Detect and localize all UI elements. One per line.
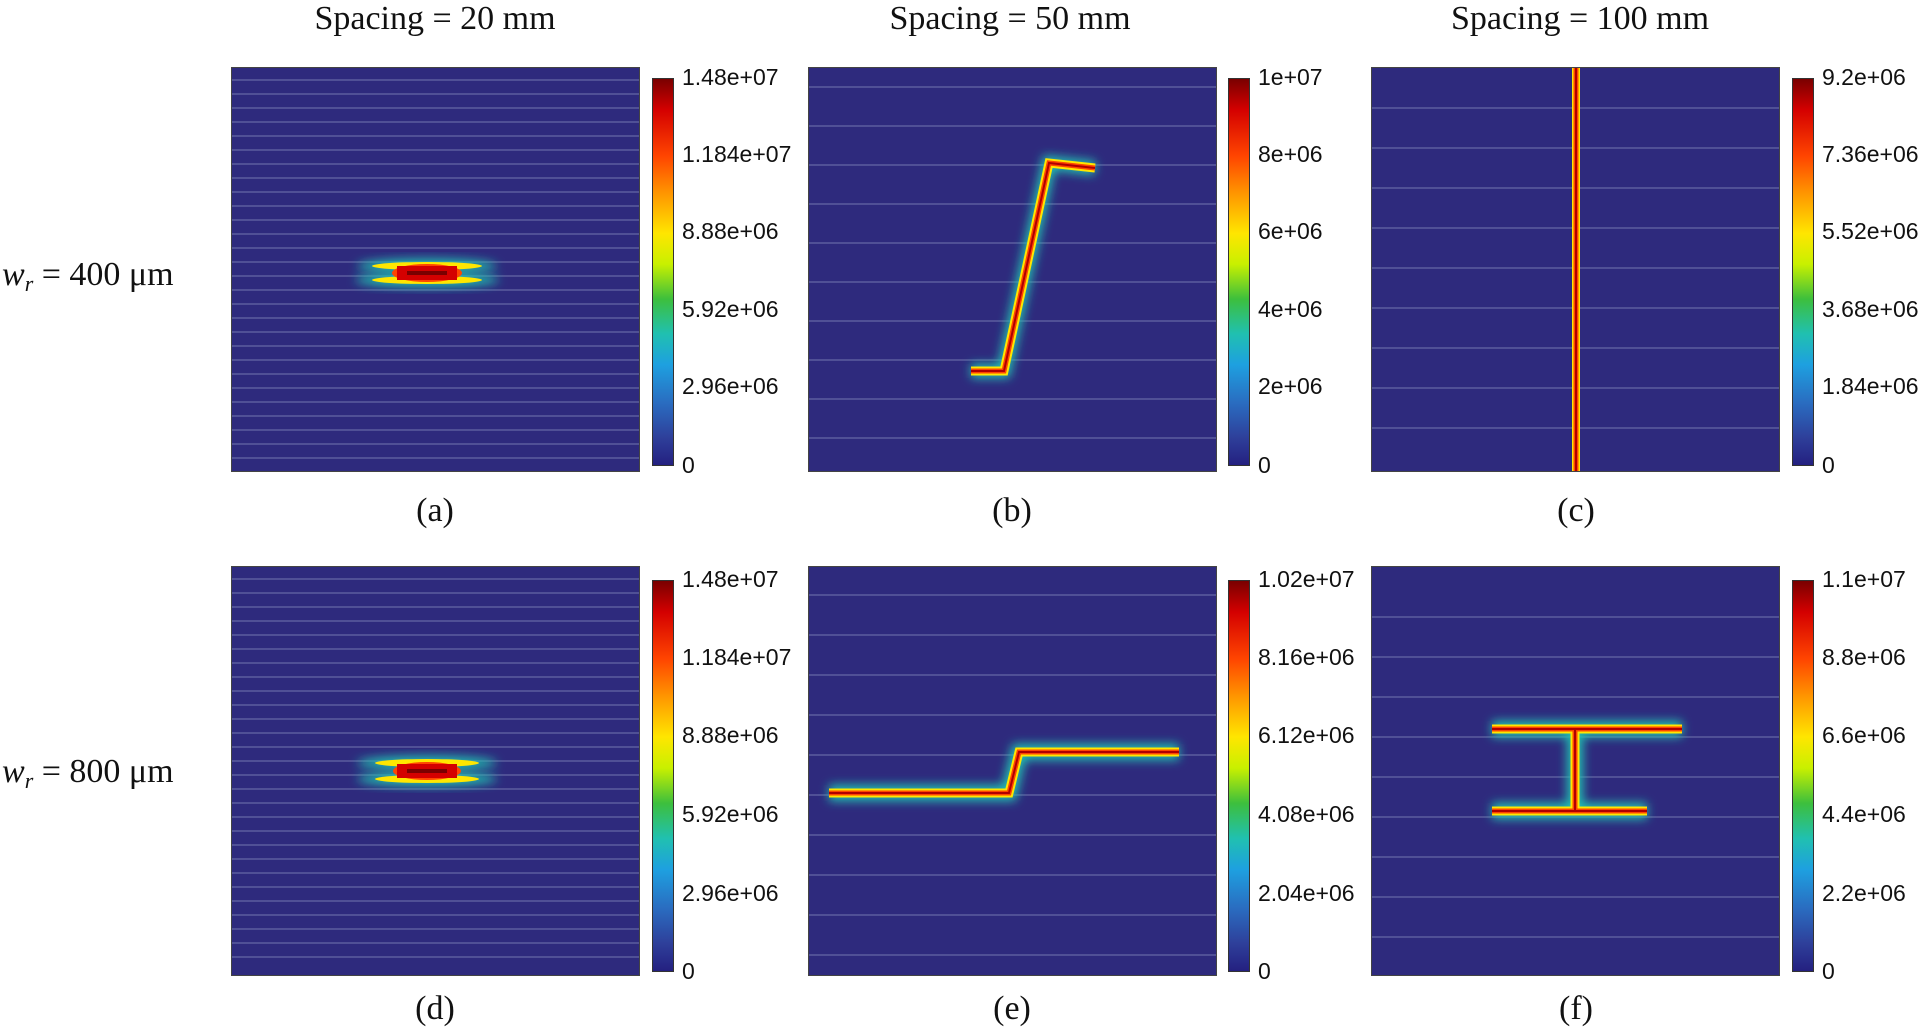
panel-b-caption: (b) — [992, 492, 1032, 529]
panel-e-field — [808, 566, 1217, 976]
panel-a-field — [231, 67, 640, 472]
panel-c-colorbar — [1792, 78, 1814, 466]
panel-f-tick: 4.4e+06 — [1822, 801, 1906, 827]
panel-d-tick: 2.96e+06 — [682, 880, 779, 906]
column-title-spacing-20: Spacing = 20 mm — [314, 0, 556, 37]
panel-c-tick: 5.52e+06 — [1822, 218, 1919, 244]
panel-c-tick: 9.2e+06 — [1822, 64, 1906, 90]
panel-a-colorbar — [652, 78, 674, 466]
panel-a-tick: 2.96e+06 — [682, 373, 779, 399]
panel-b-tick: 8e+06 — [1258, 141, 1323, 167]
panel-e-tick: 2.04e+06 — [1258, 880, 1355, 906]
panel-d-caption: (d) — [415, 990, 455, 1027]
panel-d-tick: 5.92e+06 — [682, 801, 779, 827]
panel-e-tick: 4.08e+06 — [1258, 801, 1355, 827]
panel-a-tick: 8.88e+06 — [682, 218, 779, 244]
row-label-value: = 400 μm — [41, 256, 174, 293]
panel-c-tick: 1.84e+06 — [1822, 373, 1919, 399]
panel-c-field — [1371, 67, 1780, 472]
panel-d-tick: 1.48e+07 — [682, 566, 779, 592]
row-label-symbol: w — [2, 256, 25, 293]
panel-c-tick: 3.68e+06 — [1822, 296, 1919, 322]
panel-e-tick: 0 — [1258, 958, 1271, 984]
panel-a-tick: 5.92e+06 — [682, 296, 779, 322]
panel-a-tick: 1.48e+07 — [682, 64, 779, 90]
panel-b-tick: 4e+06 — [1258, 296, 1323, 322]
panel-c-tick: 7.36e+06 — [1822, 141, 1919, 167]
panel-d-field — [231, 566, 640, 976]
panel-b-tick: 0 — [1258, 452, 1271, 478]
panel-e-tick: 6.12e+06 — [1258, 722, 1355, 748]
panel-d-tick: 1.184e+07 — [682, 644, 792, 670]
panel-e-tick: 8.16e+06 — [1258, 644, 1355, 670]
panel-f-caption: (f) — [1559, 990, 1593, 1027]
panel-b-colorbar — [1228, 78, 1250, 466]
row-label-400um: wr = 400 μm — [2, 256, 174, 297]
panel-a-tick: 1.184e+07 — [682, 141, 792, 167]
panel-f-crack — [1492, 721, 1682, 819]
panel-f-tick: 1.1e+07 — [1822, 566, 1906, 592]
panel-a-caption: (a) — [416, 492, 454, 529]
panel-f-tick: 8.8e+06 — [1822, 644, 1906, 670]
panel-f-tick: 0 — [1822, 958, 1835, 984]
panel-f-field — [1371, 566, 1780, 976]
row-label-symbol: w — [2, 753, 25, 790]
panel-c-tick: 0 — [1822, 452, 1835, 478]
panel-d-crack — [357, 756, 497, 786]
panel-f-tick: 2.2e+06 — [1822, 880, 1906, 906]
panel-d-tick: 8.88e+06 — [682, 722, 779, 748]
panel-e-tick: 1.02e+07 — [1258, 566, 1355, 592]
panel-e-colorbar — [1228, 580, 1250, 972]
panel-a-crack — [355, 259, 499, 287]
panel-e-crack — [829, 744, 1179, 801]
panel-b-tick: 2e+06 — [1258, 373, 1323, 399]
row-label-800um: wr = 800 μm — [2, 753, 174, 794]
row-label-subscript: r — [24, 271, 34, 296]
panel-b-tick: 6e+06 — [1258, 218, 1323, 244]
panel-e-caption: (e) — [993, 990, 1031, 1027]
panel-d-tick: 0 — [682, 958, 695, 984]
column-title-spacing-50: Spacing = 50 mm — [889, 0, 1131, 37]
column-title-spacing-100: Spacing = 100 mm — [1450, 0, 1710, 37]
panel-a-tick: 0 — [682, 452, 695, 478]
panel-b-crack — [971, 155, 1096, 378]
panel-d-colorbar — [652, 580, 674, 972]
panel-c-caption: (c) — [1557, 492, 1595, 529]
row-label-subscript: r — [24, 768, 34, 793]
row-label-value: = 800 μm — [41, 753, 174, 790]
panel-b-field — [808, 67, 1217, 472]
panel-f-tick: 6.6e+06 — [1822, 722, 1906, 748]
panel-b-tick: 1e+07 — [1258, 64, 1323, 90]
panel-f-colorbar — [1792, 580, 1814, 972]
